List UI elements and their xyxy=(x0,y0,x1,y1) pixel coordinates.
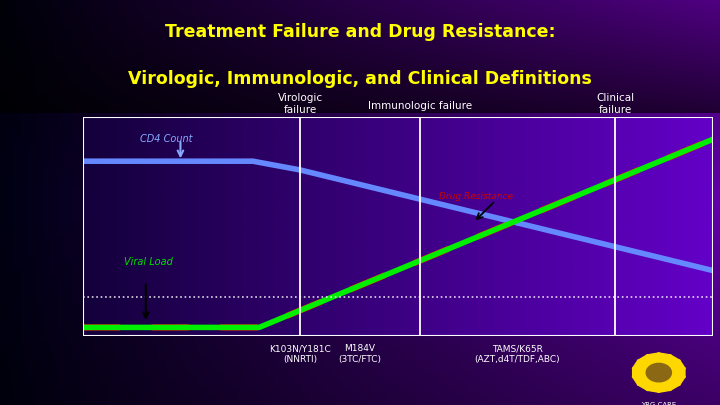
Text: TAMS/K65R
(AZT,d4T/TDF,ABC): TAMS/K65R (AZT,d4T/TDF,ABC) xyxy=(474,344,560,364)
Text: CD4 Count: CD4 Count xyxy=(140,134,192,144)
Polygon shape xyxy=(632,373,659,385)
Polygon shape xyxy=(659,373,680,390)
Polygon shape xyxy=(637,373,659,390)
Text: Virologic
failure: Virologic failure xyxy=(278,93,323,115)
Text: Drug Resistance: Drug Resistance xyxy=(438,192,513,201)
Text: YRG.CARE: YRG.CARE xyxy=(642,402,676,405)
Polygon shape xyxy=(632,360,659,373)
Text: Treatment Failure and Drug Resistance:: Treatment Failure and Drug Resistance: xyxy=(165,23,555,41)
Text: K103N/Y181C
(NNRTI): K103N/Y181C (NNRTI) xyxy=(269,344,331,364)
Polygon shape xyxy=(647,373,660,392)
Polygon shape xyxy=(633,368,659,377)
Text: M184V
(3TC/FTC): M184V (3TC/FTC) xyxy=(338,344,382,364)
Polygon shape xyxy=(659,368,685,377)
Circle shape xyxy=(646,363,671,382)
Polygon shape xyxy=(658,353,671,373)
Polygon shape xyxy=(647,353,660,373)
Polygon shape xyxy=(658,373,671,392)
Polygon shape xyxy=(659,360,685,373)
Polygon shape xyxy=(637,355,659,373)
Polygon shape xyxy=(659,373,685,385)
Text: Immunologic failure: Immunologic failure xyxy=(368,101,472,111)
Text: Clinical
failure: Clinical failure xyxy=(596,93,634,115)
Text: Virologic, Immunologic, and Clinical Definitions: Virologic, Immunologic, and Clinical Def… xyxy=(128,70,592,88)
Text: Viral Load: Viral Load xyxy=(124,257,173,267)
Polygon shape xyxy=(659,355,680,373)
